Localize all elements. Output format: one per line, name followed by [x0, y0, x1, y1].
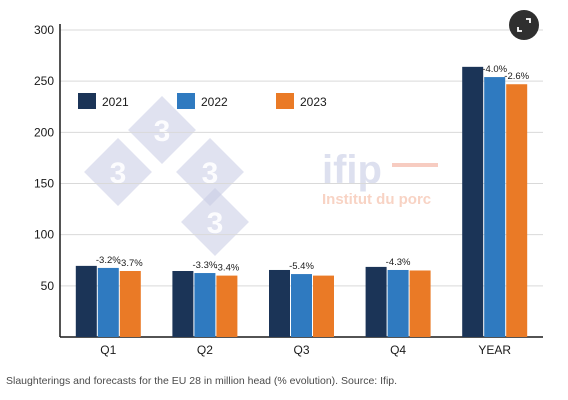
- bar-year-2022: [484, 77, 506, 337]
- bars: [75, 66, 528, 337]
- bar-q4-2022: [387, 269, 409, 337]
- watermark-dash: [392, 163, 438, 167]
- legend-label: 2023: [300, 95, 327, 109]
- legend: 2021 2022 2023: [78, 93, 327, 109]
- watermark-text-institut: Institut du porc: [322, 191, 431, 208]
- data-annotation: -3.2%: [96, 255, 121, 266]
- watermark-badge: 3: [84, 138, 152, 206]
- watermark-badge: 3: [181, 188, 249, 256]
- x-tick-label: Q4: [390, 343, 406, 357]
- data-annotation: -3.3%: [192, 260, 217, 271]
- watermark-diamond: [176, 138, 244, 206]
- bar-year-2021: [462, 66, 484, 337]
- bar-q1-2021: [75, 265, 97, 337]
- annotations: -3.2%-3.7% -3.3%-3.4% -5.4% -4.3% -4.0%-2.6%: [96, 64, 530, 274]
- bar-q1-2022: [97, 267, 119, 337]
- watermark-digit: 3: [154, 115, 171, 148]
- legend-label: 2021: [102, 95, 129, 109]
- bar-q2-2021: [172, 270, 194, 337]
- y-tick-label: 50: [41, 279, 55, 293]
- watermark-digit: 3: [110, 157, 127, 190]
- x-tick-label: Q1: [100, 343, 116, 357]
- watermark-text-ifip: ifip: [322, 148, 382, 192]
- bar-q3-2021: [269, 269, 290, 337]
- bar-q3-2023: [313, 275, 334, 337]
- legend-label: 2022: [201, 95, 228, 109]
- watermark-digit: 3: [207, 207, 224, 240]
- legend-swatch: [177, 93, 195, 109]
- bar-q4-2023: [409, 270, 431, 337]
- y-tick-label: 200: [34, 125, 54, 139]
- bar-year-2023: [506, 84, 528, 337]
- data-annotation: -3.7%: [118, 258, 143, 269]
- bar-q1-2023: [119, 270, 141, 337]
- data-annotation: -4.3%: [386, 257, 411, 268]
- y-tick-label: 150: [34, 177, 54, 191]
- x-tick-label: Q2: [197, 343, 213, 357]
- bar-q2-2022: [194, 273, 216, 337]
- y-tick-label: 300: [34, 23, 54, 37]
- x-tick-label: YEAR: [478, 343, 511, 357]
- watermark-digit: 3: [202, 157, 219, 190]
- bar-q2-2023: [216, 275, 238, 337]
- y-tick-label: 250: [34, 74, 54, 88]
- data-annotation: -5.4%: [289, 261, 314, 272]
- bar-q4-2021: [365, 266, 387, 337]
- legend-swatch: [78, 93, 96, 109]
- expand-icon: [517, 18, 531, 32]
- y-tick-label: 100: [34, 228, 54, 242]
- chart-caption: Slaughterings and forecasts for the EU 2…: [6, 375, 398, 387]
- expand-button[interactable]: [509, 10, 539, 40]
- watermark-diamond: [181, 188, 249, 256]
- legend-swatch: [276, 93, 294, 109]
- data-annotation: -3.4%: [214, 263, 239, 274]
- watermark-badge: 3: [176, 138, 244, 206]
- data-annotation: -2.6%: [504, 71, 529, 82]
- x-tick-label: Q3: [293, 343, 309, 357]
- data-annotation: -4.0%: [482, 64, 507, 75]
- bar-q3-2022: [291, 274, 312, 337]
